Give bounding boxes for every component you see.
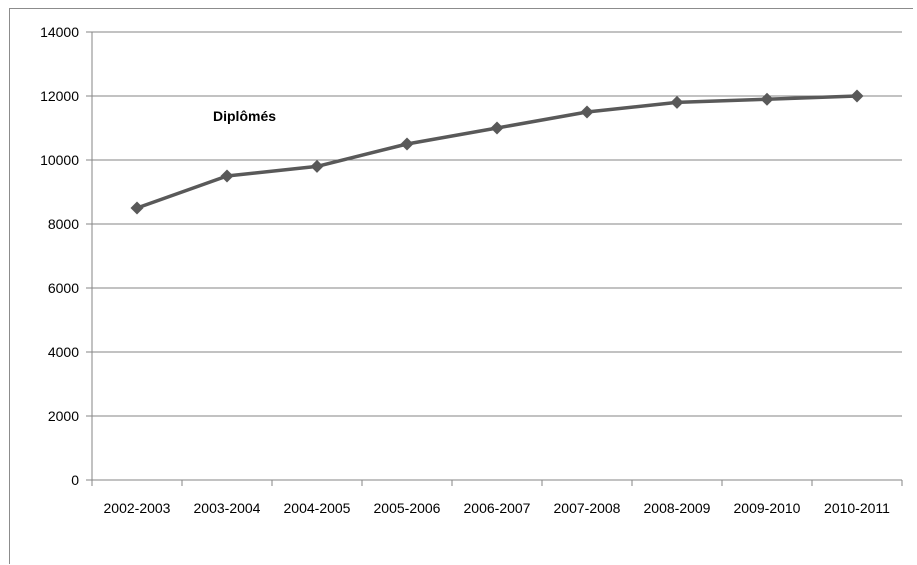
- data-point: [130, 201, 144, 215]
- y-tick-label: 12000: [40, 88, 79, 104]
- y-tick-label: 14000: [40, 24, 79, 40]
- x-tick-label: 2009-2010: [734, 500, 801, 516]
- data-point: [580, 105, 594, 119]
- y-tick-label: 2000: [48, 408, 79, 424]
- y-tick-label: 6000: [48, 280, 79, 296]
- x-tick-label: 2002-2003: [104, 500, 171, 516]
- data-point: [760, 92, 774, 106]
- x-tick-label: 2005-2006: [374, 500, 441, 516]
- data-point: [310, 159, 324, 173]
- x-tick-label: 2004-2005: [284, 500, 351, 516]
- data-point: [670, 95, 684, 109]
- y-tick-label: 10000: [40, 152, 79, 168]
- y-tick-label: 8000: [48, 216, 79, 232]
- x-tick-label: 2007-2008: [554, 500, 621, 516]
- data-point: [490, 121, 504, 135]
- y-tick-label: 4000: [48, 344, 79, 360]
- x-tick-label: 2003-2004: [194, 500, 261, 516]
- data-point: [400, 137, 414, 151]
- y-tick-label: 0: [71, 472, 79, 488]
- y-axis-ticks: 0 2000 4000 6000 8000 10000 12000 14000: [40, 24, 92, 488]
- x-tick-label: 2008-2009: [644, 500, 711, 516]
- data-point: [850, 89, 864, 103]
- gridlines: [92, 31, 902, 417]
- data-point: [220, 169, 234, 183]
- axes: [91, 32, 902, 481]
- series-group: [130, 89, 864, 215]
- x-axis-ticks: 2002-2003 2003-2004 2004-2005 2005-2006 2006…: [91, 480, 903, 516]
- x-tick-label: 2010-2011: [824, 500, 890, 516]
- x-tick-label: 2006-2007: [464, 500, 531, 516]
- series-label: Diplômés: [213, 108, 276, 124]
